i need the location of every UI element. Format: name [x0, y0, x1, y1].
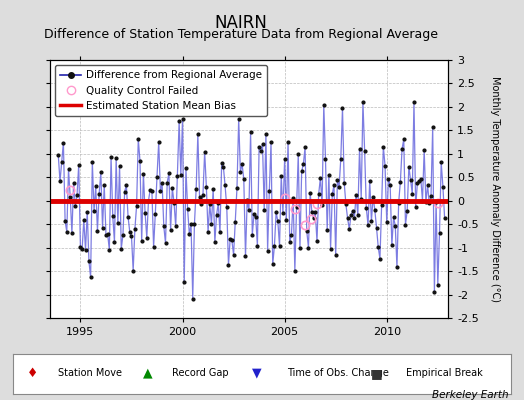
- Text: Berkeley Earth: Berkeley Earth: [432, 390, 508, 400]
- Text: Difference of Station Temperature Data from Regional Average: Difference of Station Temperature Data f…: [44, 28, 438, 41]
- Text: Station Move: Station Move: [58, 368, 122, 378]
- Text: ▲: ▲: [143, 367, 152, 380]
- Text: Empirical Break: Empirical Break: [407, 368, 483, 378]
- Text: ♦: ♦: [27, 367, 39, 380]
- Text: Time of Obs. Change: Time of Obs. Change: [287, 368, 389, 378]
- Text: Record Gap: Record Gap: [172, 368, 229, 378]
- Text: NAIRN: NAIRN: [215, 14, 267, 32]
- Text: ▼: ▼: [252, 367, 262, 380]
- Legend: Difference from Regional Average, Quality Control Failed, Estimated Station Mean: Difference from Regional Average, Qualit…: [55, 65, 267, 116]
- Text: ■: ■: [370, 367, 383, 380]
- Y-axis label: Monthly Temperature Anomaly Difference (°C): Monthly Temperature Anomaly Difference (…: [490, 76, 500, 302]
